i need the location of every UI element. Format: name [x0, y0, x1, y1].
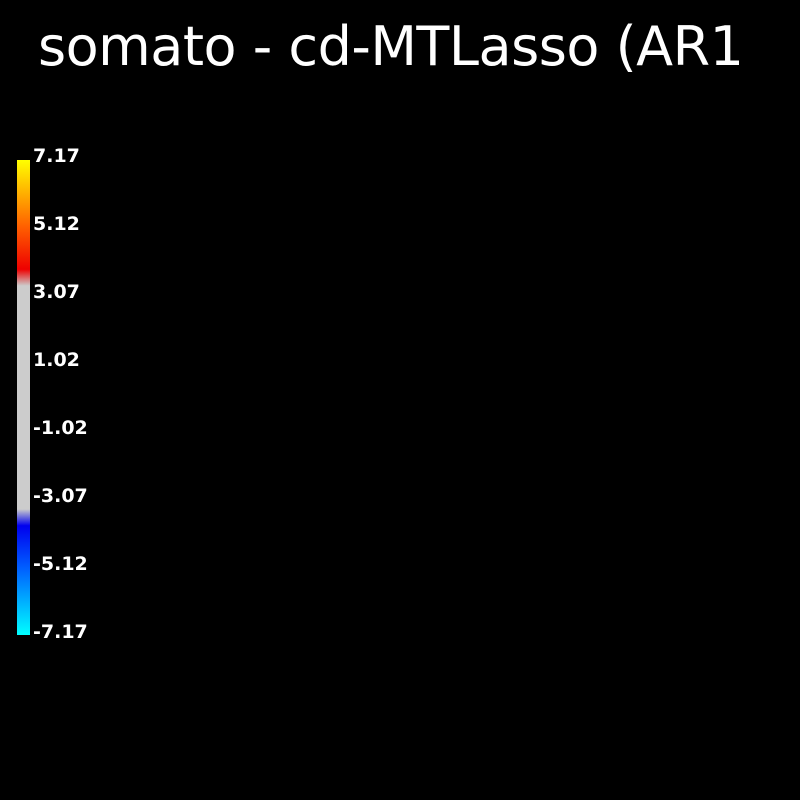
plot-title: somato - cd-MTLasso (AR1	[38, 15, 744, 78]
colorbar-gradient	[17, 160, 30, 635]
colorbar-tick-label: -3.07	[33, 485, 88, 507]
colorbar-tick-label: -1.02	[33, 417, 88, 439]
colorbar	[17, 160, 30, 635]
colorbar-tick-label: -5.12	[33, 553, 88, 575]
colorbar-tick-label: 5.12	[33, 213, 80, 235]
colorbar-tick-label: 3.07	[33, 281, 80, 303]
colorbar-tick-label: 1.02	[33, 349, 80, 371]
colorbar-tick-label: -7.17	[33, 621, 88, 643]
colorbar-tick-label: 7.17	[33, 145, 80, 167]
